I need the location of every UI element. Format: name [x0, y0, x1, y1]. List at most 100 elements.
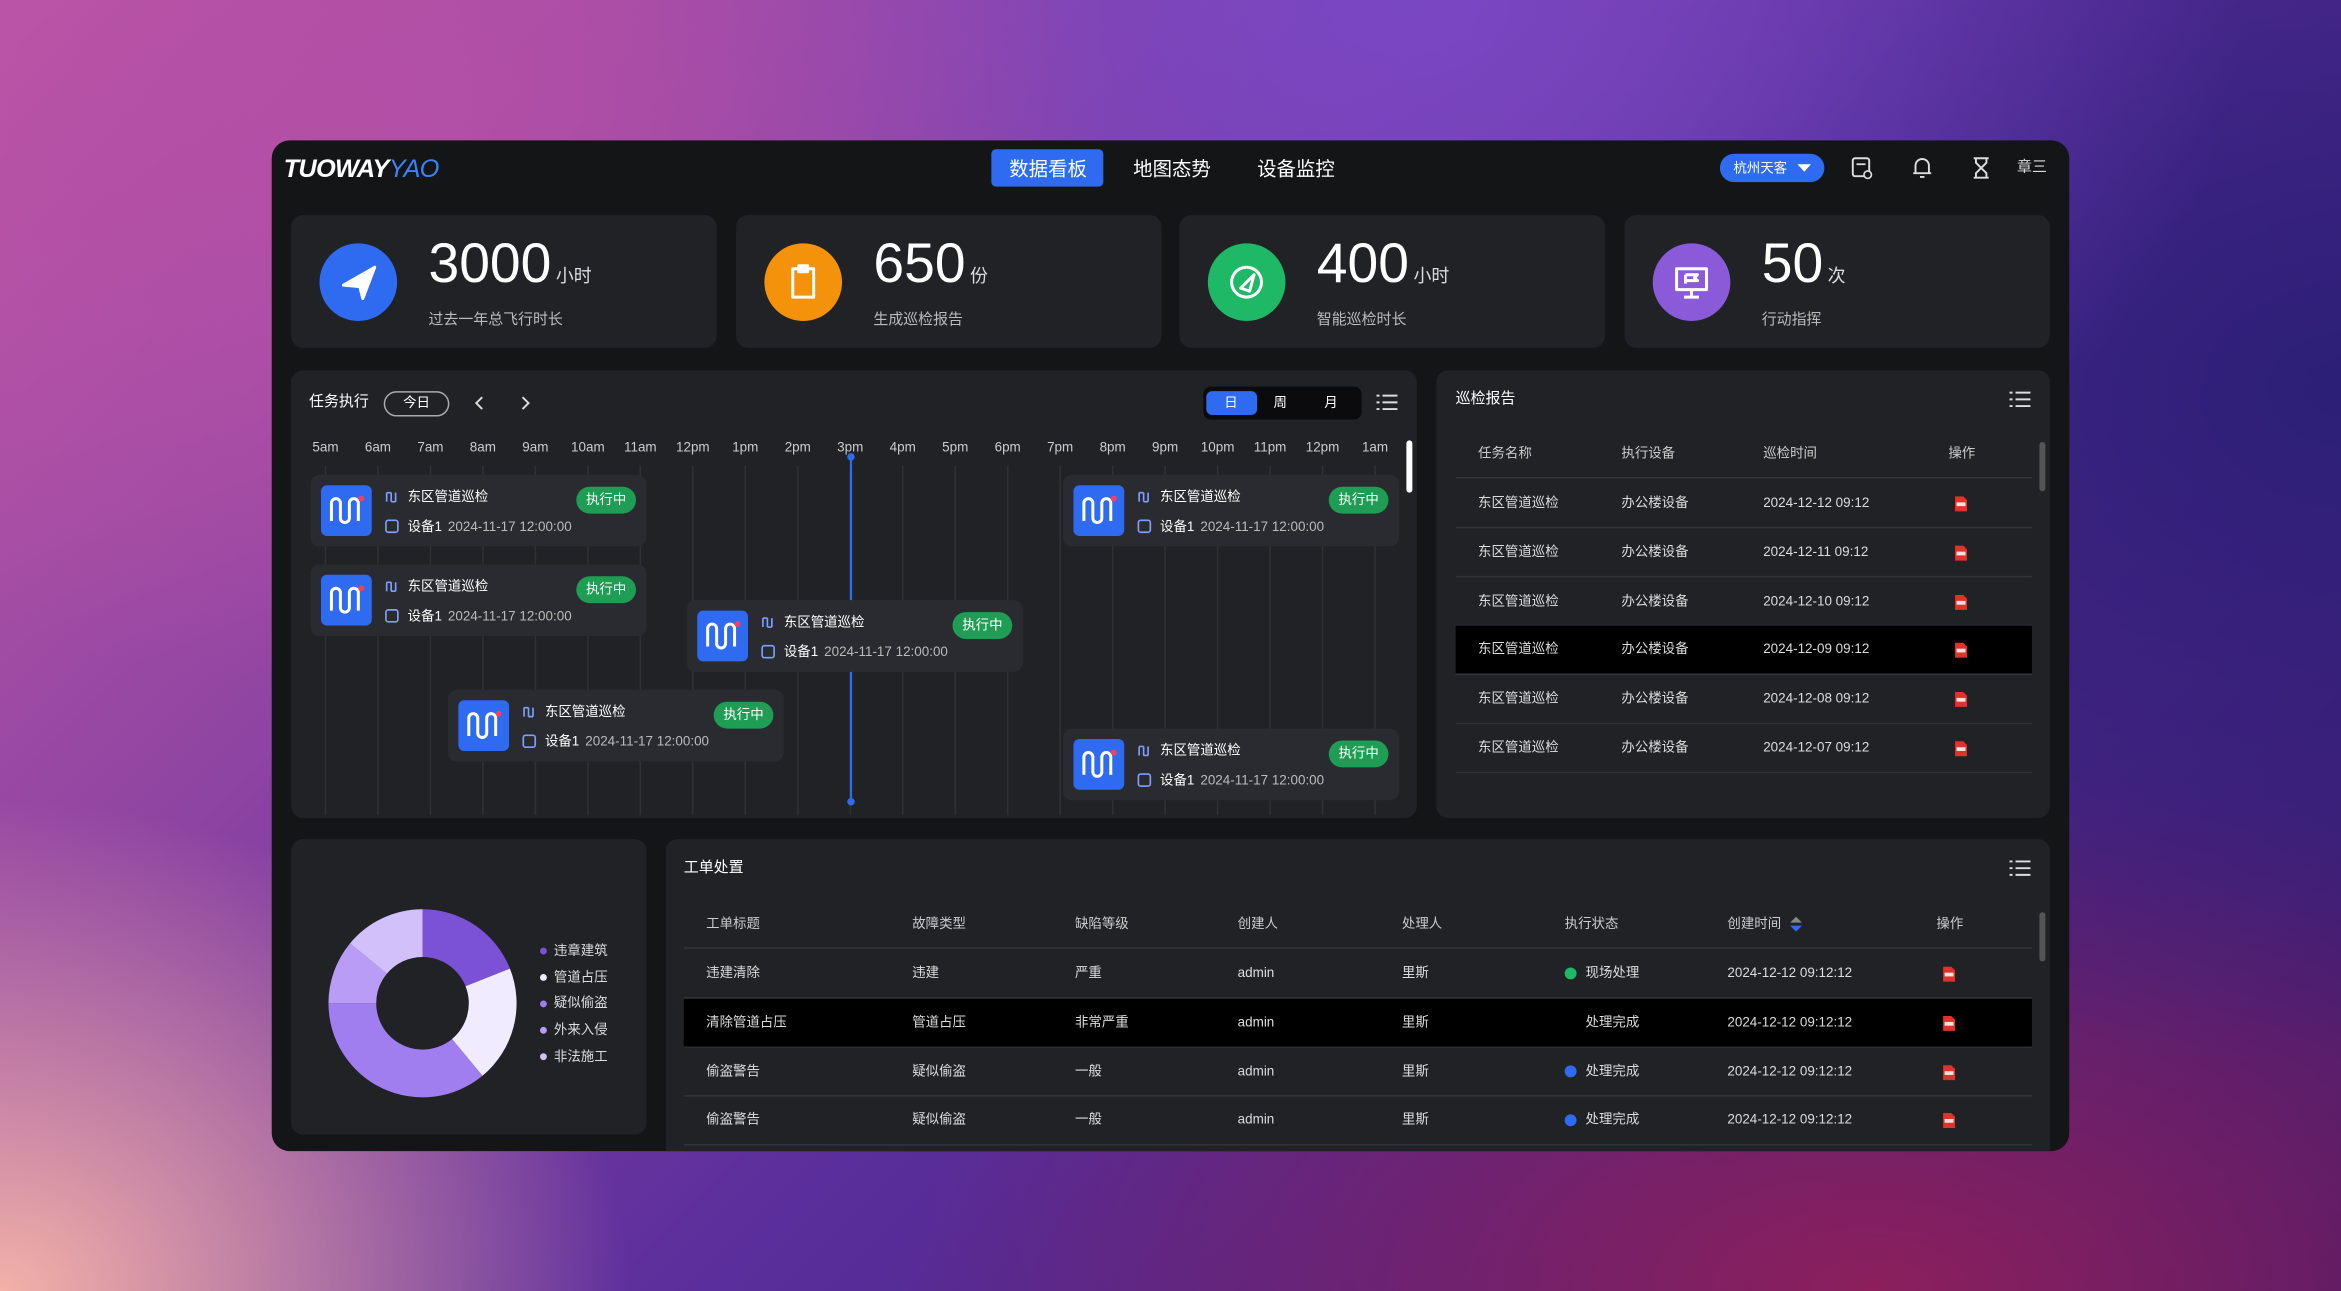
- table-cell: 东区管道巡检: [1478, 641, 1559, 657]
- nav-item[interactable]: 地图态势: [1133, 157, 1211, 180]
- hour-label: 5am: [312, 439, 339, 455]
- pdf-icon[interactable]: [1954, 594, 1968, 610]
- list-icon[interactable]: [1376, 394, 1398, 411]
- today-button[interactable]: [383, 391, 450, 417]
- view-tab[interactable]: 日: [1224, 394, 1238, 410]
- status-text: 现场处理: [1585, 965, 1640, 981]
- device-icon: [522, 734, 537, 749]
- hourglass-icon[interactable]: [1972, 157, 1990, 179]
- stat-icon: [764, 243, 843, 321]
- orders-lines: [683, 947, 2032, 1146]
- report-lines: [1455, 477, 2032, 774]
- task-icon: [320, 485, 372, 536]
- scrollbar[interactable]: [1406, 440, 1413, 493]
- legend-dot: [540, 974, 547, 981]
- table-cell: 2024-12-12 09:12:12: [1727, 1014, 1853, 1030]
- device-name: 设备1: [407, 518, 442, 534]
- task-icon-dot: [358, 495, 365, 502]
- route-glyph: [523, 706, 534, 718]
- task-icon-dot: [358, 585, 365, 592]
- table-cell: 办公楼设备: [1621, 641, 1689, 657]
- task-time: 2024-11-17 12:00:00: [585, 733, 710, 749]
- table-header: 工单标题: [706, 915, 760, 931]
- hour-label: 12pm: [676, 439, 710, 455]
- task-name: 东区管道巡检: [1160, 488, 1241, 504]
- device-name: 设备1: [783, 644, 819, 660]
- hour-label: 11pm: [1253, 439, 1287, 455]
- nav-item[interactable]: 数据看板: [1009, 157, 1087, 180]
- view-tab[interactable]: 周: [1273, 394, 1287, 410]
- user-name[interactable]: 章三: [2017, 159, 2047, 177]
- table-cell: 2024-12-07 09:12: [1763, 739, 1870, 755]
- nav-item[interactable]: 设备监控: [1257, 157, 1335, 180]
- next-arrow[interactable]: [521, 396, 531, 411]
- device-glyph: [522, 734, 537, 749]
- task-icon-bg: [1073, 485, 1125, 536]
- table-cell: 里斯: [1401, 1014, 1429, 1030]
- pdf-icon[interactable]: [1942, 1064, 1956, 1080]
- stat-value-row: 3000 小时: [428, 236, 591, 291]
- bell-icon[interactable]: [1913, 157, 1932, 179]
- stat-value: 3000: [428, 232, 552, 295]
- pdf-icon[interactable]: [1942, 1015, 1956, 1031]
- table-cell: 里斯: [1401, 1112, 1429, 1128]
- pdf-icon[interactable]: [1954, 496, 1968, 512]
- table-cell: 东区管道巡检: [1478, 690, 1559, 706]
- table-cell: 2024-12-10 09:12: [1763, 592, 1870, 608]
- route-icon: [523, 706, 534, 718]
- status-badge: [952, 612, 1013, 639]
- route-glyph: [1138, 491, 1149, 503]
- device-glyph: [1137, 519, 1152, 534]
- table-header: 创建人: [1237, 915, 1279, 931]
- scrollbar[interactable]: [2039, 912, 2046, 962]
- device-icon: [385, 609, 399, 623]
- table-header: 处理人: [1401, 915, 1443, 931]
- prev-arrow[interactable]: [474, 396, 485, 411]
- pdf-icon[interactable]: [1954, 692, 1968, 708]
- task-icon: [458, 700, 510, 751]
- donut-segment: [452, 968, 517, 1076]
- donut-segment: [422, 909, 510, 987]
- device-glyph: [761, 644, 775, 659]
- device-icon: [761, 644, 775, 659]
- pdf-band: [1956, 551, 1966, 556]
- pdf-icon[interactable]: [1954, 643, 1968, 659]
- status-badge: [713, 701, 774, 729]
- sort-icon[interactable]: [1790, 916, 1803, 932]
- route-icon: [1138, 491, 1149, 503]
- pdf-icon[interactable]: [1954, 741, 1968, 757]
- legend-label: 违章建筑: [553, 942, 608, 958]
- stat-label: 生成巡检报告: [873, 312, 963, 329]
- table-header: 操作: [1936, 915, 1964, 931]
- hour-label: 8pm: [1099, 439, 1126, 455]
- hour-label: 7am: [417, 439, 444, 455]
- legend-label: 外来入侵: [553, 1022, 608, 1038]
- report-icon[interactable]: [1851, 157, 1873, 180]
- table-cell: 2024-12-09 09:12: [1763, 641, 1870, 657]
- scrollbar[interactable]: [2039, 441, 2046, 492]
- pdf-icon[interactable]: [1942, 1113, 1956, 1129]
- list-icon[interactable]: [2009, 391, 2031, 408]
- hour-label: 8am: [469, 439, 496, 455]
- table-header: 巡检时间: [1763, 445, 1817, 461]
- table-cell: 里斯: [1401, 965, 1429, 981]
- donut-segment: [350, 909, 423, 974]
- hour-label: 3pm: [837, 439, 864, 455]
- status-badge: [1328, 740, 1389, 768]
- status-text: 执行中: [1338, 745, 1379, 761]
- stat-label: 行动指挥: [1761, 312, 1822, 329]
- list-icon[interactable]: [2009, 860, 2031, 876]
- table-header: 缺陷等级: [1074, 915, 1129, 931]
- task-icon-dot: [495, 710, 502, 717]
- pdf-icon[interactable]: [1942, 966, 1956, 982]
- view-tab[interactable]: 月: [1324, 394, 1338, 410]
- pdf-icon[interactable]: [1954, 545, 1968, 561]
- table-cell: admin: [1237, 965, 1275, 981]
- hour-label: 12pm: [1305, 439, 1340, 455]
- status-badge: [1328, 486, 1389, 514]
- table-cell: 严重: [1074, 965, 1102, 981]
- row-highlight: [1455, 626, 2032, 674]
- legend-label: 管道占压: [553, 969, 608, 985]
- task-time: 2024-11-17 12:00:00: [1200, 518, 1325, 534]
- task-icon-glyph: [1082, 497, 1113, 525]
